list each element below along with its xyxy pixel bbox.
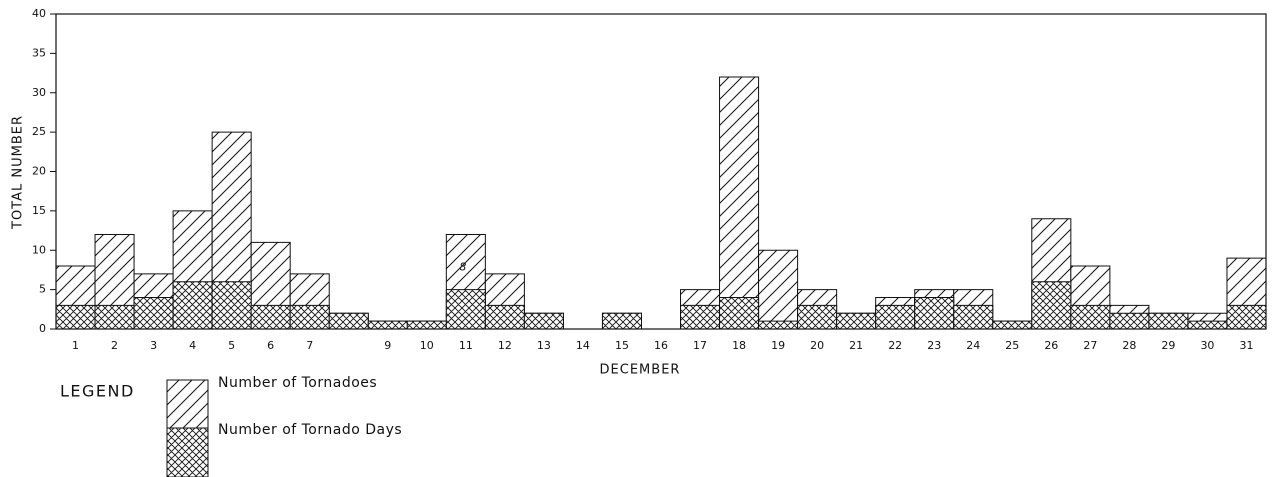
bar	[953, 304, 994, 330]
bar	[484, 304, 525, 330]
bar	[1031, 281, 1072, 330]
y-tick-label: 30	[32, 86, 46, 99]
legend-title: LEGEND	[60, 382, 135, 401]
x-tick-label: 21	[849, 339, 863, 352]
bar	[1226, 304, 1267, 330]
bar	[758, 249, 799, 330]
bar	[719, 297, 760, 330]
x-tick-label: 25	[1005, 339, 1019, 352]
bar	[875, 304, 916, 330]
x-tick-label: 14	[576, 339, 590, 352]
y-tick-label: 15	[32, 204, 46, 217]
x-tick-label: 22	[888, 339, 902, 352]
x-tick-label: 15	[615, 339, 629, 352]
bar	[289, 304, 330, 330]
x-tick-label: 12	[498, 339, 512, 352]
bar	[211, 281, 252, 330]
y-tick-label: 20	[32, 165, 46, 178]
x-tick-label: 1	[72, 339, 79, 352]
y-tick-label: 5	[39, 283, 46, 296]
x-tick-label: 16	[654, 339, 668, 352]
bar	[1187, 320, 1228, 330]
x-tick-label: 2	[111, 339, 118, 352]
bar	[836, 312, 877, 330]
x-tick-label: 24	[966, 339, 980, 352]
y-tick-label: 0	[39, 322, 46, 335]
bar	[992, 320, 1033, 330]
x-tick-label: 31	[1239, 339, 1253, 352]
plot-frame	[55, 13, 1267, 330]
x-tick-label: 11	[459, 339, 473, 352]
legend-swatch	[166, 427, 209, 477]
x-tick-label: 4	[189, 339, 196, 352]
x-tick-label: 13	[537, 339, 551, 352]
x-tick-label: 29	[1161, 339, 1175, 352]
bar	[250, 304, 291, 330]
y-tick-label: 35	[32, 46, 46, 59]
x-tick-label: 18	[732, 339, 746, 352]
x-tick-label: 3	[150, 339, 157, 352]
bar	[445, 289, 486, 330]
bar	[328, 312, 369, 330]
bar	[1148, 312, 1189, 330]
bar	[172, 281, 213, 330]
legend-label: Number of Tornadoes	[218, 375, 377, 391]
x-axis-title: DECEMBER	[600, 363, 681, 378]
bar	[601, 312, 642, 330]
x-tick-label: 28	[1122, 339, 1136, 352]
x-tick-label: 5	[228, 339, 235, 352]
bar	[719, 76, 760, 330]
x-tick-label: 30	[1200, 339, 1214, 352]
x-tick-label: 6	[267, 339, 274, 352]
y-tick-label: 40	[32, 7, 46, 20]
bar	[797, 304, 838, 330]
bar	[680, 304, 721, 330]
legend-swatch	[166, 379, 209, 429]
bar	[94, 304, 135, 330]
bar	[523, 312, 564, 330]
x-tick-label: 7	[306, 339, 313, 352]
annotation: 8	[459, 261, 466, 274]
bar	[1070, 304, 1111, 330]
x-tick-label: 17	[693, 339, 707, 352]
bar	[406, 320, 447, 330]
y-tick-label: 10	[32, 243, 46, 256]
bar	[133, 297, 174, 330]
y-axis-title: TOTAL NUMBER	[11, 115, 26, 230]
bar	[914, 297, 955, 330]
y-tick-label: 25	[32, 125, 46, 138]
x-tick-label: 20	[810, 339, 824, 352]
x-tick-label: 10	[420, 339, 434, 352]
x-tick-label: 23	[927, 339, 941, 352]
x-tick-label: 27	[1083, 339, 1097, 352]
legend-label: Number of Tornado Days	[218, 422, 402, 438]
x-tick-label: 9	[384, 339, 391, 352]
bar	[1109, 312, 1150, 330]
bar	[758, 320, 799, 330]
x-tick-label: 26	[1044, 339, 1058, 352]
bar	[55, 304, 96, 330]
x-tick-label: 19	[771, 339, 785, 352]
bar	[367, 320, 408, 330]
